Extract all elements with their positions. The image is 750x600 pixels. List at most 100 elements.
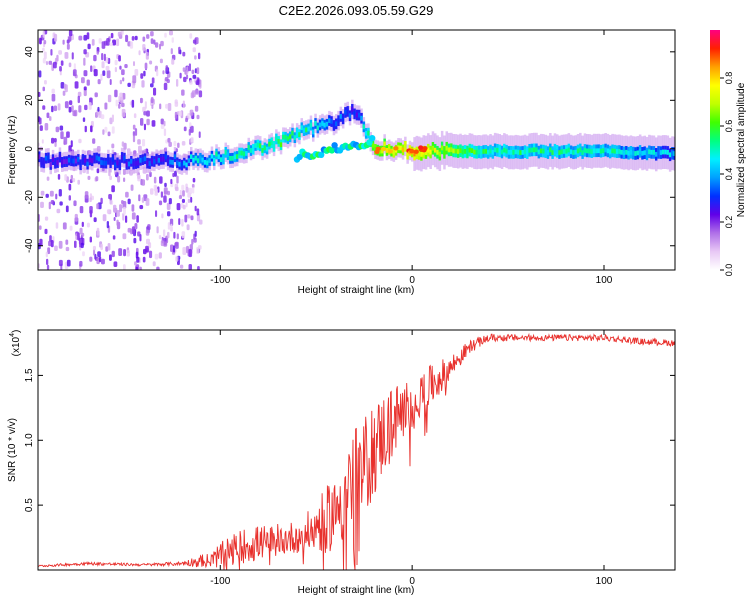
spectrogram-core-cell (185, 162, 188, 168)
spectrogram-core-cell (493, 147, 497, 153)
spectrogram-noise-cell (140, 73, 144, 79)
spectrogram-noise-cell (106, 70, 111, 79)
spectrogram-noise-cell (145, 229, 150, 236)
spectrogram-noise-cell (122, 233, 127, 240)
spectrogram-core-cell (130, 158, 133, 164)
spectrogram-noise-cell (189, 80, 193, 85)
spectrogram-noise-cell (189, 244, 193, 251)
spectrogram-hot-spot (418, 145, 424, 150)
spectrogram-noise-cell (49, 235, 52, 242)
spectrogram-noise-cell (103, 53, 106, 61)
snr-scale-factor: (x104) (9, 330, 22, 357)
spectrogram-noise-cell (71, 52, 74, 60)
spectrogram-noise-cell (51, 137, 55, 144)
spectrogram-noise-cell (177, 142, 180, 148)
spectrogram-core-cell (256, 142, 260, 148)
spectrogram-core-cell (461, 149, 465, 155)
spectrogram-noise-cell (48, 240, 52, 247)
spectrogram-core-cell (63, 159, 66, 164)
y-tick-label: 1.0 (24, 433, 35, 447)
spectrogram-core-cell (487, 150, 490, 155)
spectrogram-noise-cell (149, 60, 153, 65)
spectrogram-core-cell (196, 158, 200, 164)
spectrogram-noise-cell (141, 197, 145, 203)
spectrogram-noise-cell (126, 249, 130, 257)
spectrogram-core-cell (537, 149, 541, 155)
spectrogram-core-cell (61, 159, 64, 165)
spectrogram-noise-cell (131, 36, 135, 41)
spectrogram-noise-cell (139, 266, 142, 270)
spectrogram-noise-cell (183, 76, 187, 83)
spectrogram-noise-cell (80, 242, 84, 249)
spectrogram-core-cell (420, 152, 423, 157)
spectrogram-core-cell (351, 106, 354, 112)
spectrogram-core-cell (489, 148, 492, 154)
y-tick-label: 40 (24, 46, 35, 58)
spectrogram-core-cell (282, 134, 285, 140)
spectrogram-noise-cell (170, 223, 173, 231)
spectrogram-hot-spot (413, 149, 419, 154)
spectrogram-noise-cell (59, 201, 63, 206)
spectrogram-noise-cell (83, 49, 87, 55)
spectrogram-noise-cell (77, 95, 80, 104)
spectrogram-noise-cell (64, 174, 68, 181)
spectrogram-noise-cell (42, 86, 45, 92)
spectrogram-noise-cell (165, 103, 169, 109)
spectrogram-noise-cell (131, 99, 135, 108)
spectrogram-core-cell (164, 154, 168, 160)
spectrogram-noise-cell (40, 190, 45, 196)
spectrogram-core-cell (314, 121, 317, 126)
spectrogram-frame (37, 29, 676, 271)
spectrogram-core-cell (219, 157, 223, 163)
spectrogram-noise-cell (190, 196, 193, 203)
spectrogram-noise-cell (113, 217, 116, 221)
spectrogram-noise-cell (176, 203, 181, 211)
spectrogram-noise-cell (171, 37, 174, 43)
spectrogram-core-cell (371, 142, 375, 148)
colorbar-tick-label: 0.0 (724, 264, 734, 277)
spectrogram-noise-cell (142, 139, 146, 147)
spectrogram-noise-cell (134, 35, 138, 41)
spectrogram-noise-cell (137, 231, 141, 237)
spectrogram-noise-cell (66, 131, 70, 138)
spectrogram-core-cell (662, 149, 665, 155)
spectrogram-noise-cell (134, 128, 138, 136)
spectrogram-noise-cell (135, 266, 139, 270)
spectrogram-noise-cell (77, 91, 82, 97)
spectrogram-core-cell (208, 158, 211, 163)
spectrogram-noise-cell (182, 51, 186, 57)
spectrogram-core-cell (562, 149, 566, 154)
spectrogram-core-cell (265, 146, 269, 152)
spectrogram-core-cell (477, 149, 481, 155)
spectrogram-core-cell (666, 150, 670, 155)
spectrogram-core-cell (77, 157, 80, 162)
spectrogram-core-cell (579, 147, 582, 153)
spectrogram-core-cell (625, 149, 628, 155)
spectrogram-core-cell (498, 148, 501, 154)
spectrogram-hot-spot (409, 149, 415, 154)
spectrogram-noise-cell (96, 50, 99, 55)
spectrogram-core-cell (434, 147, 437, 153)
spectrogram-core-cell (337, 118, 340, 123)
spectrogram-noise-cell (46, 264, 50, 270)
spectrogram-noise-cell (45, 251, 48, 258)
spectrogram-noise-cell (178, 195, 182, 200)
spectrogram-noise-cell (182, 100, 185, 108)
spectrogram-noise-cell (132, 124, 136, 130)
spectrogram-core-cell (162, 156, 165, 162)
spectrogram-core-cell (539, 148, 543, 154)
spectrogram-noise-cell (141, 80, 145, 88)
spectrogram-noise-cell (153, 176, 157, 184)
spectrogram-noise-cell (143, 70, 146, 77)
spectrogram-noise-cell (173, 245, 176, 253)
spectrogram-noise-cell (83, 34, 88, 41)
spectrogram-noise-cell (121, 200, 124, 205)
spectrogram-noise-cell (112, 235, 116, 240)
spectrogram-noise-cell (196, 247, 200, 254)
spectrogram-noise-cell (139, 205, 144, 210)
spectrogram-core-cell (176, 160, 179, 166)
spectrogram-noise-cell (123, 249, 126, 257)
spectrogram-noise-cell (188, 249, 193, 258)
spectrogram-core-cell (627, 150, 630, 156)
